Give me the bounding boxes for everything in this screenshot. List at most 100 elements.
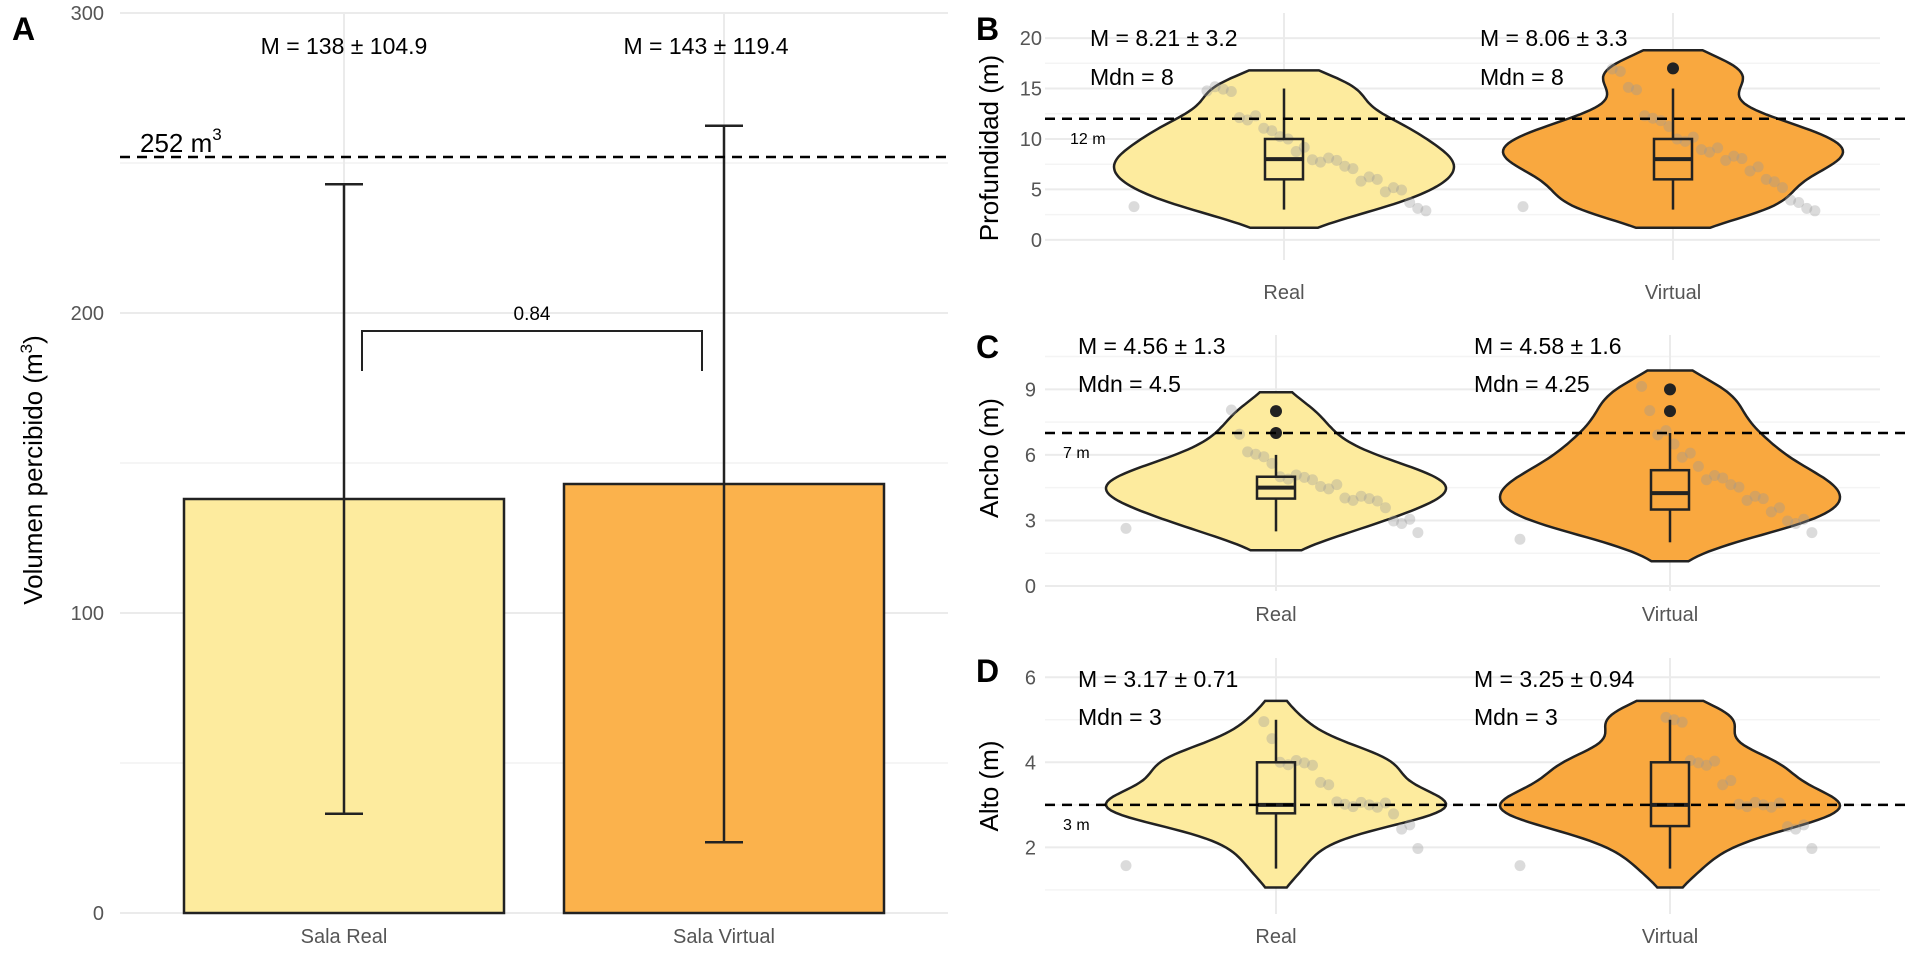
data-point: [1517, 201, 1529, 213]
data-point: [1242, 114, 1254, 126]
data-point: [1404, 197, 1416, 209]
y-tick-b-10: 10: [1020, 129, 1042, 151]
y-axis-label-a-sup: 3: [17, 344, 36, 353]
data-point: [1217, 83, 1229, 95]
data-point: [1242, 446, 1254, 458]
data-point: [1644, 405, 1656, 417]
reference-label-a: 252 m3: [140, 125, 222, 158]
data-point: [1258, 451, 1270, 463]
panel-label-a: A: [12, 11, 35, 47]
data-point: [1266, 457, 1278, 469]
data-point: [1396, 517, 1408, 529]
data-point: [1749, 490, 1761, 502]
data-point: [1201, 85, 1213, 97]
panel-c-boxplots: [1255, 383, 1691, 543]
data-point: [1728, 150, 1740, 162]
data-point: [1396, 823, 1408, 835]
data-point: [1757, 493, 1769, 505]
x-tick-b-real: Real: [1263, 282, 1304, 304]
stats-label-sala-virtual: M = 143 ± 119.4: [624, 33, 789, 59]
data-point: [1809, 205, 1821, 217]
data-point: [1622, 81, 1634, 93]
data-point: [1225, 86, 1237, 98]
data-point: [1339, 492, 1351, 504]
data-point: [1323, 779, 1335, 791]
reference-label-a-sup: 3: [212, 125, 221, 144]
data-point: [1298, 757, 1310, 769]
y-tick-c-3: 3: [1025, 510, 1036, 532]
y-tick-a-0: 0: [93, 903, 104, 925]
x-tick-sala-real: Sala Real: [301, 926, 388, 948]
y-axis-label-d: Alto (m): [974, 741, 1004, 832]
data-point: [1676, 451, 1688, 463]
y-tick-c-6: 6: [1025, 445, 1036, 467]
data-point: [1606, 63, 1618, 75]
y-axis-label-b: Profundidad (m): [974, 55, 1004, 241]
data-point: [1347, 494, 1359, 506]
data-point: [1776, 182, 1788, 194]
panel-b-points: [1128, 63, 1821, 217]
data-point: [1331, 479, 1343, 491]
comparison-label: 0.84: [514, 304, 551, 325]
box-iqr: [1649, 468, 1691, 511]
reference-label-a-text: 252 m: [140, 128, 212, 158]
data-point: [1725, 479, 1737, 491]
box-outlier: [1664, 405, 1676, 418]
y-axis-label-a: Volumen percibido (m3): [17, 335, 48, 605]
stats-median-d-virtual: Mdn = 3: [1474, 704, 1558, 730]
data-point: [1371, 173, 1383, 185]
data-point: [1209, 81, 1221, 93]
data-point: [1339, 798, 1351, 810]
data-point: [1717, 779, 1729, 791]
data-point: [1225, 404, 1237, 416]
stats-label-sala-real: M = 138 ± 104.9: [261, 33, 428, 59]
data-point: [1801, 202, 1813, 214]
stats-median-b-virtual: Mdn = 8: [1480, 64, 1564, 90]
y-axis-label-a-text: Volumen percibido (m: [18, 353, 48, 604]
data-point: [1404, 819, 1416, 831]
data-point: [1404, 513, 1416, 525]
x-tick-c-virtual: Virtual: [1642, 604, 1698, 626]
error-bar-sala-virtual: [705, 124, 743, 844]
data-point: [1614, 65, 1626, 77]
panel-label-c: C: [976, 329, 999, 365]
y-axis-label-c: Ancho (m): [974, 398, 1004, 518]
data-point: [1387, 182, 1399, 194]
panel-b-violin-chart: B Profundidad (m) 0 5 10 15 20 12 m M = …: [974, 11, 1910, 304]
data-point: [1768, 176, 1780, 188]
y-axis-label-a-end: ): [18, 335, 48, 344]
data-point: [1314, 156, 1326, 168]
data-point: [1744, 165, 1756, 177]
data-point: [1514, 533, 1526, 545]
data-point: [1695, 144, 1707, 156]
data-point: [1806, 527, 1818, 539]
data-point: [1793, 197, 1805, 209]
data-point: [1652, 429, 1664, 441]
box-outlier: [1270, 405, 1282, 418]
stats-mean-b-virtual: M = 8.06 ± 3.3: [1480, 25, 1628, 51]
data-point: [1388, 808, 1400, 820]
data-point: [1790, 823, 1802, 835]
data-point: [1765, 506, 1777, 518]
data-point: [1782, 821, 1794, 833]
data-point: [1323, 152, 1335, 164]
data-point: [1323, 483, 1335, 495]
data-point: [1668, 438, 1680, 450]
data-point: [1371, 495, 1383, 507]
data-point: [1290, 145, 1302, 157]
data-point: [1347, 163, 1359, 175]
data-point: [1647, 112, 1659, 124]
data-point: [1128, 201, 1140, 213]
stats-mean-d-virtual: M = 3.25 ± 0.94: [1474, 666, 1635, 692]
data-point: [1660, 711, 1672, 723]
data-point: [1684, 447, 1696, 459]
data-point: [1363, 493, 1375, 505]
data-point: [1120, 860, 1132, 872]
reference-label-b: 12 m: [1070, 131, 1106, 148]
x-tick-c-real: Real: [1255, 604, 1296, 626]
data-point: [1315, 776, 1327, 788]
data-point: [1396, 184, 1408, 196]
data-point: [1712, 142, 1724, 154]
y-tick-c-9: 9: [1025, 379, 1036, 401]
